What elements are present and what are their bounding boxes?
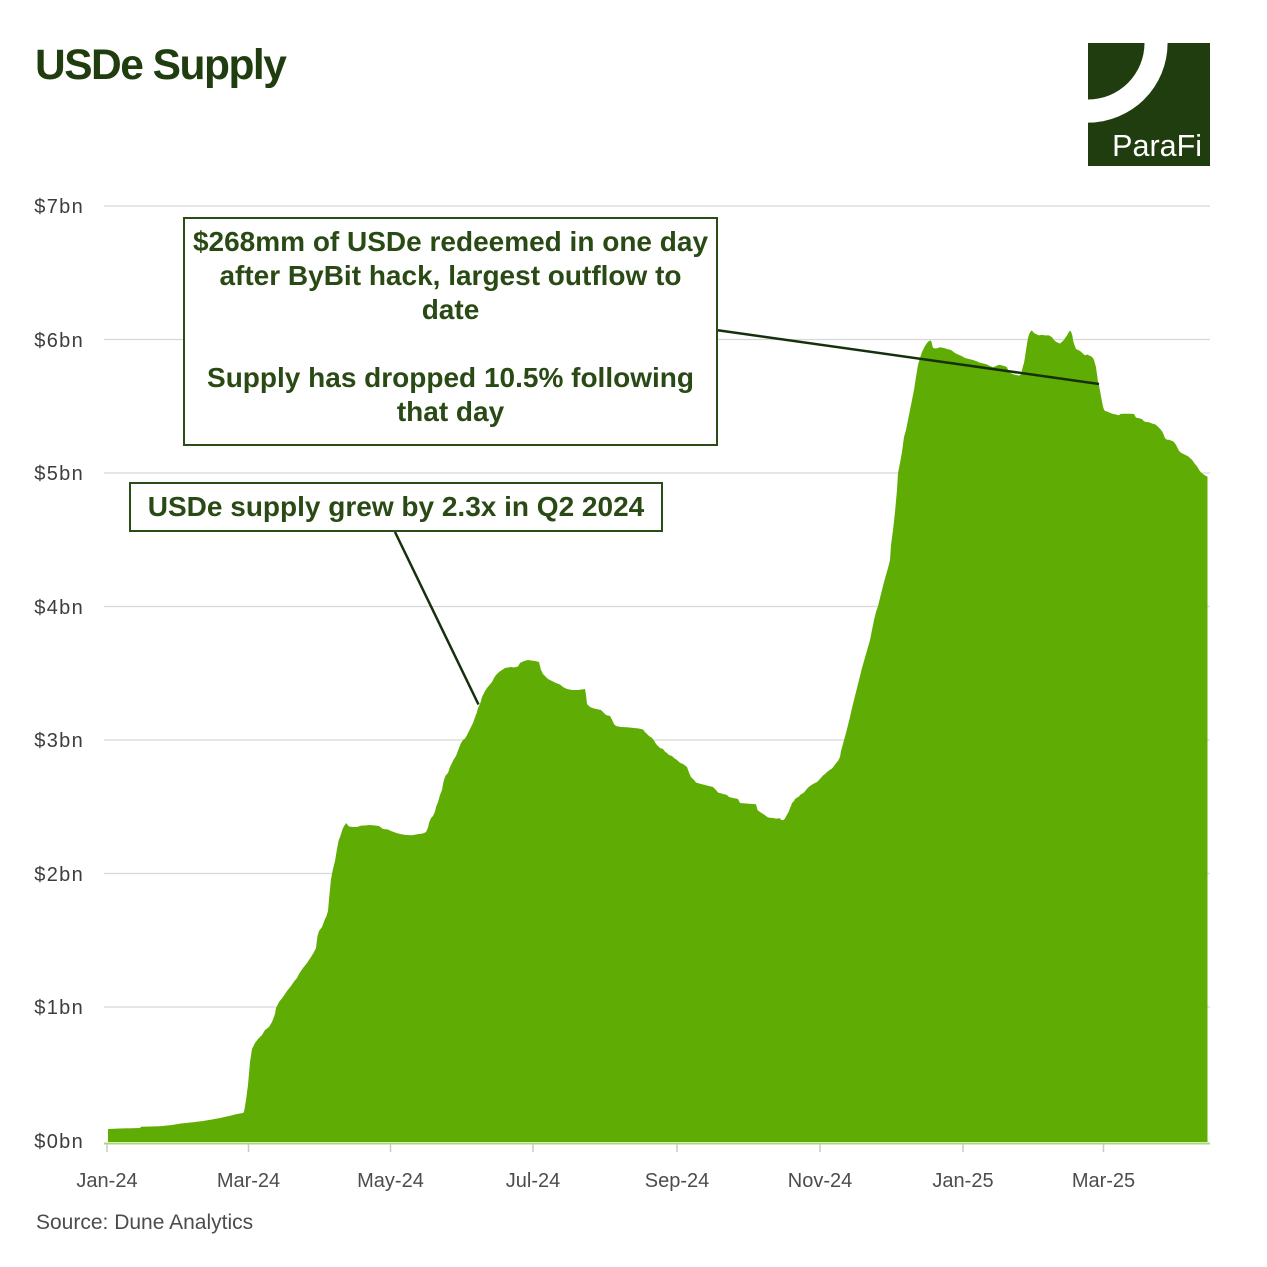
svg-text:ParaFi: ParaFi bbox=[1112, 129, 1202, 163]
